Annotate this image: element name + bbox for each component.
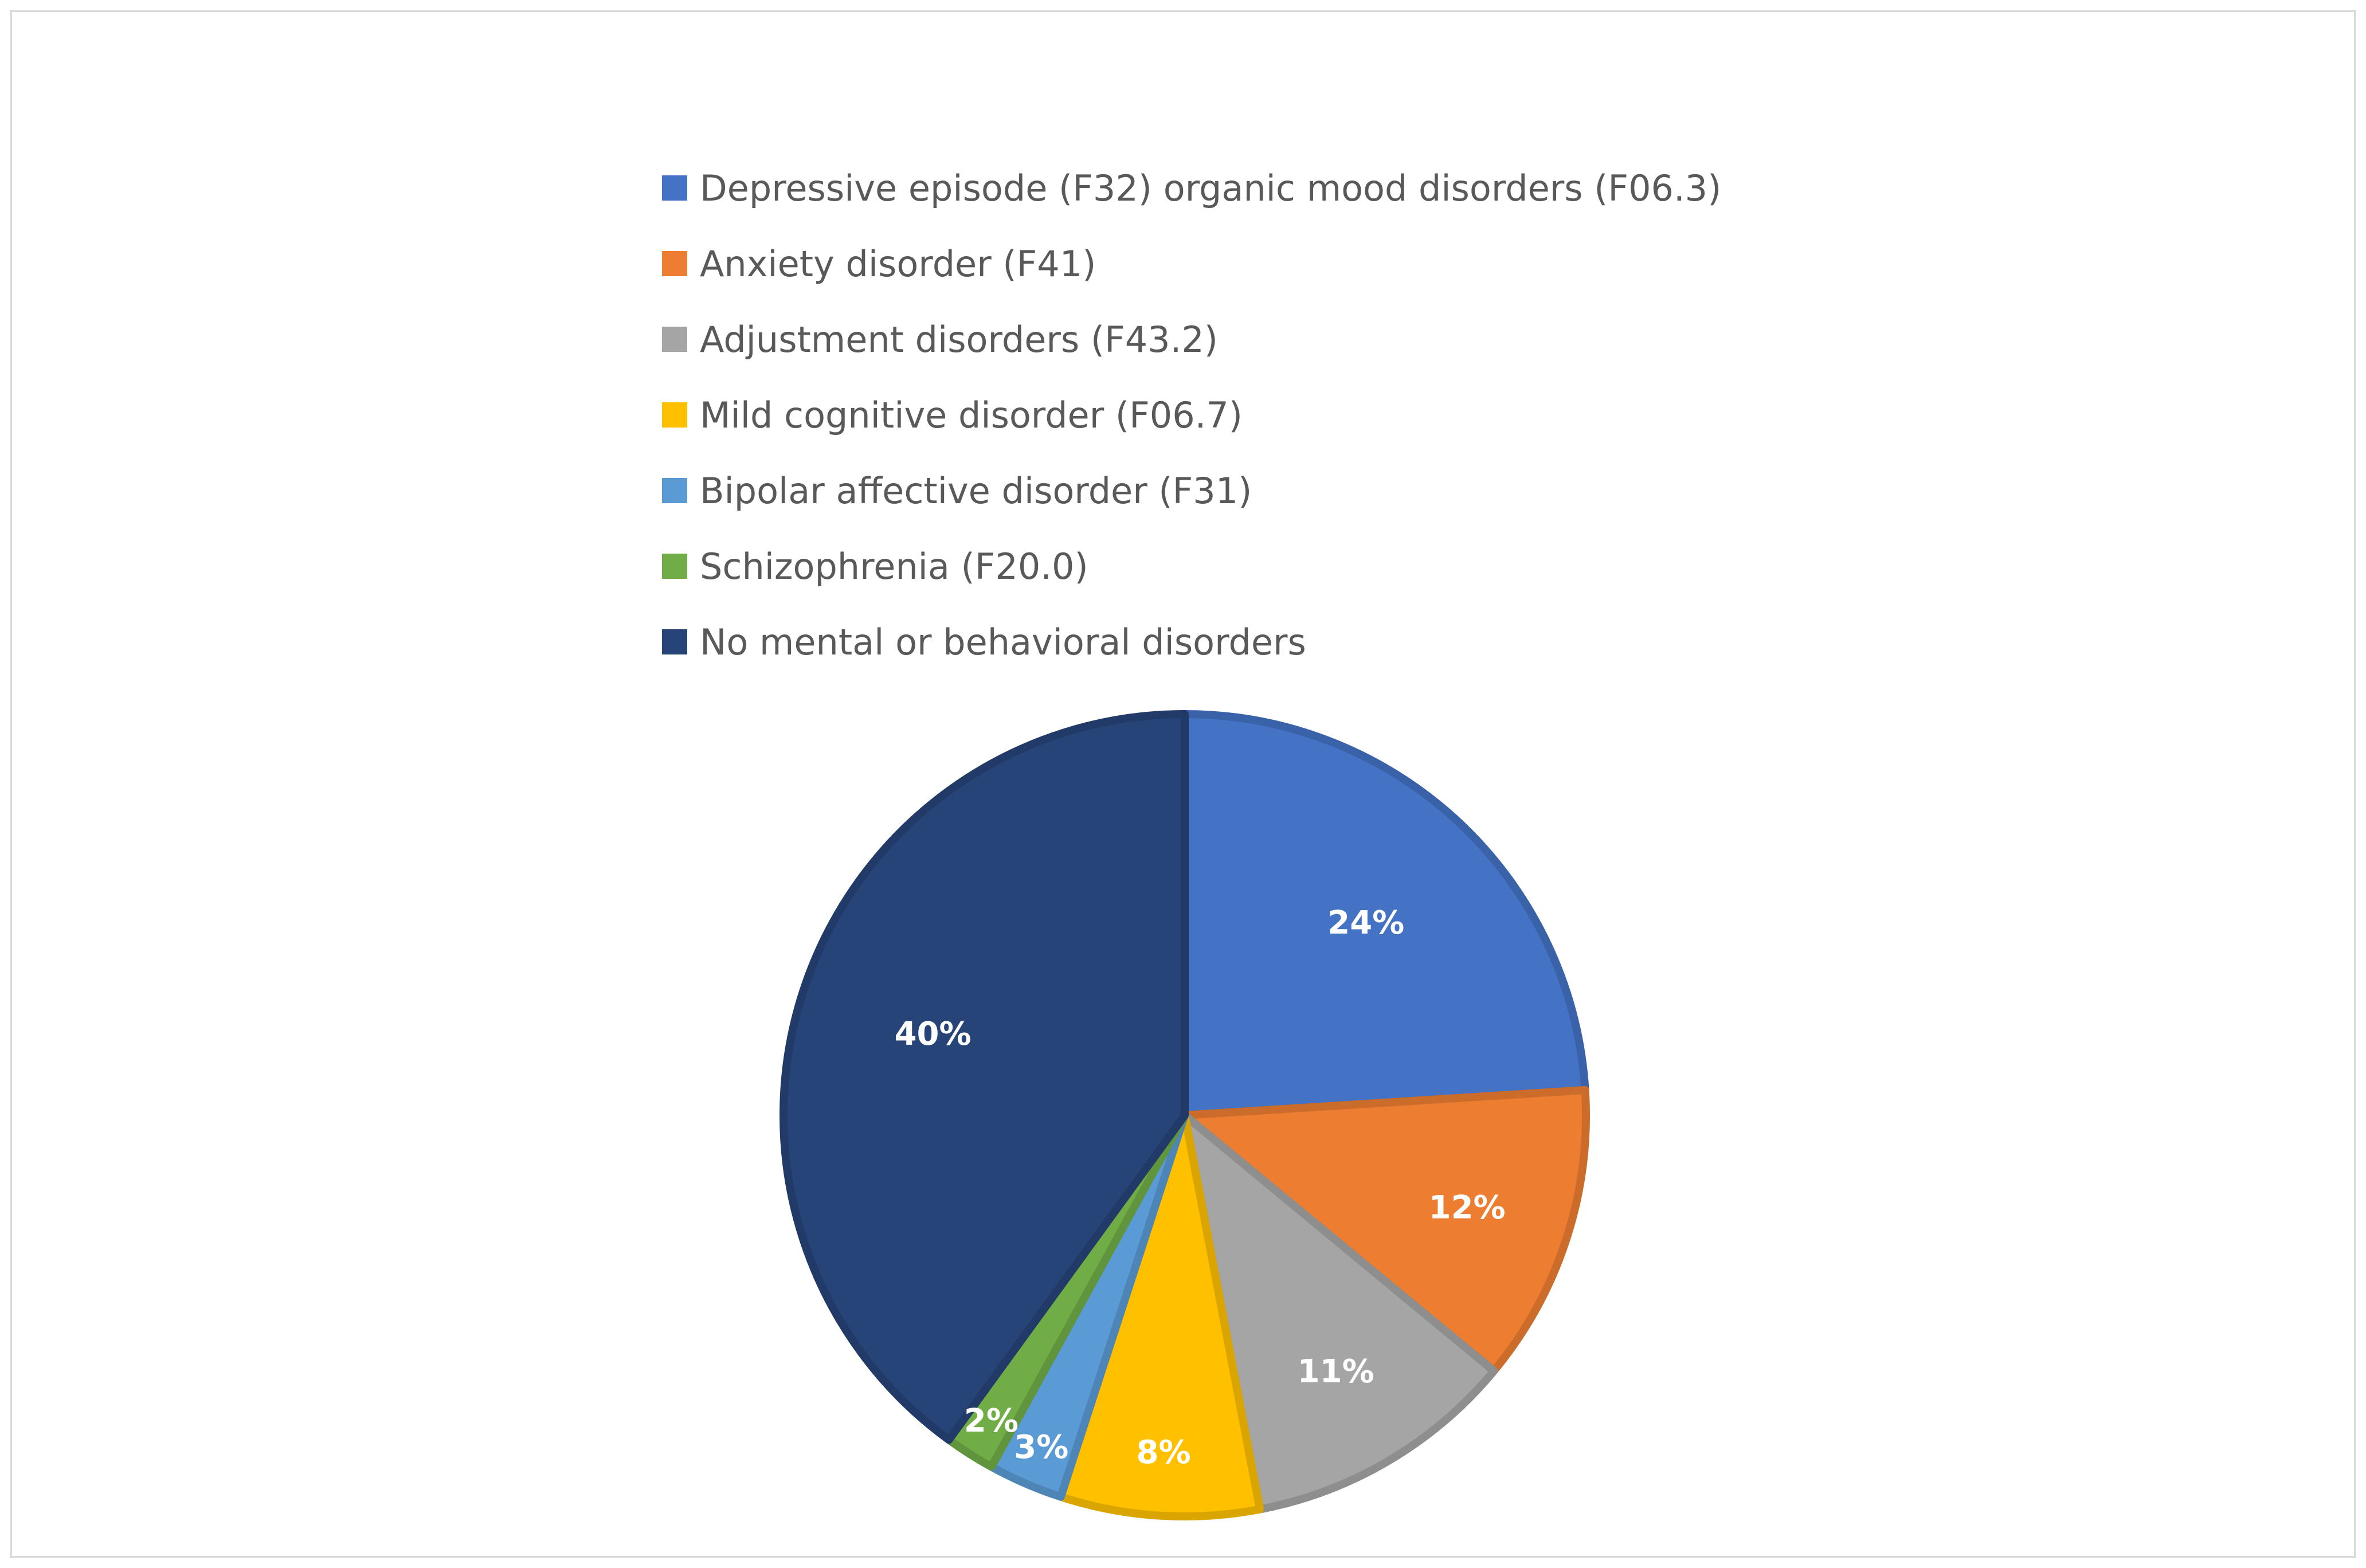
data-label-schizophrenia: 2%: [964, 1402, 1019, 1440]
legend-label: Schizophrenia (F20.0): [700, 546, 1088, 587]
legend-label: Bipolar affective disorder (F31): [700, 470, 1252, 512]
pie-slice-adjustment-disorders: [1181, 1111, 1498, 1514]
legend-label: Anxiety disorder (F41): [700, 243, 1096, 285]
legend-swatch: [662, 629, 687, 654]
legend-label: Mild cognitive disorder (F06.7): [700, 394, 1243, 436]
legend-swatch: [662, 175, 687, 201]
legend-swatch: [662, 327, 687, 352]
data-labels: 24% 12% 11% 8% 3%2% 40%: [895, 904, 1506, 1471]
chart-area: Depressive episode (F32) organic mood di…: [10, 10, 2356, 1558]
legend: Depressive episode (F32) organic mood di…: [662, 167, 1721, 663]
legend-item-adjustment-disorders: Adjustment disorders (F43.2): [662, 319, 1218, 360]
legend-label: Adjustment disorders (F43.2): [700, 319, 1218, 360]
legend-label: Depressive episode (F32) organic mood di…: [700, 167, 1721, 209]
legend-item-anxiety-disorder: Anxiety disorder (F41): [662, 243, 1096, 285]
pie-slices: [779, 710, 1591, 1520]
pie-slice-mild-cognitive-disorder: [1056, 1111, 1264, 1520]
legend-item-bipolar-affective-disorder: Bipolar affective disorder (F31): [662, 470, 1252, 512]
legend-item-no-mental-or-behavioral-disorders: No mental or behavioral disorders: [662, 621, 1306, 663]
legend-label: No mental or behavioral disorders: [700, 621, 1306, 663]
legend-swatch: [662, 251, 687, 276]
data-label-mild-cognitive-disorder: 8%: [1137, 1434, 1191, 1471]
pie-slice-anxiety-disorder: [1181, 1086, 1591, 1375]
data-label-anxiety-disorder: 12%: [1429, 1189, 1506, 1226]
data-label-no-mental-or-behavioral-disorders: 40%: [895, 1016, 972, 1053]
data-label-adjustment-disorders: 11%: [1298, 1353, 1374, 1390]
legend-swatch: [662, 402, 687, 428]
data-label-depressive-episode-organic-mood-disorders: 24%: [1327, 904, 1404, 942]
pie-slice-no-mental-or-behavioral-disorders: [779, 710, 1189, 1444]
pie-slice-depressive-episode-organic-mood-disorders: [1181, 710, 1589, 1119]
data-label-bipolar-affective-disorder: 3%: [1014, 1429, 1068, 1466]
legend-item-schizophrenia: Schizophrenia (F20.0): [662, 546, 1088, 587]
legend-swatch: [662, 478, 687, 503]
legend-swatch: [662, 554, 687, 579]
legend-item-depressive-episode-organic-mood-disorders: Depressive episode (F32) organic mood di…: [662, 167, 1721, 209]
pie-chart: Depressive episode (F32) organic mood di…: [662, 167, 1721, 1520]
legend-item-mild-cognitive-disorder: Mild cognitive disorder (F06.7): [662, 394, 1243, 436]
